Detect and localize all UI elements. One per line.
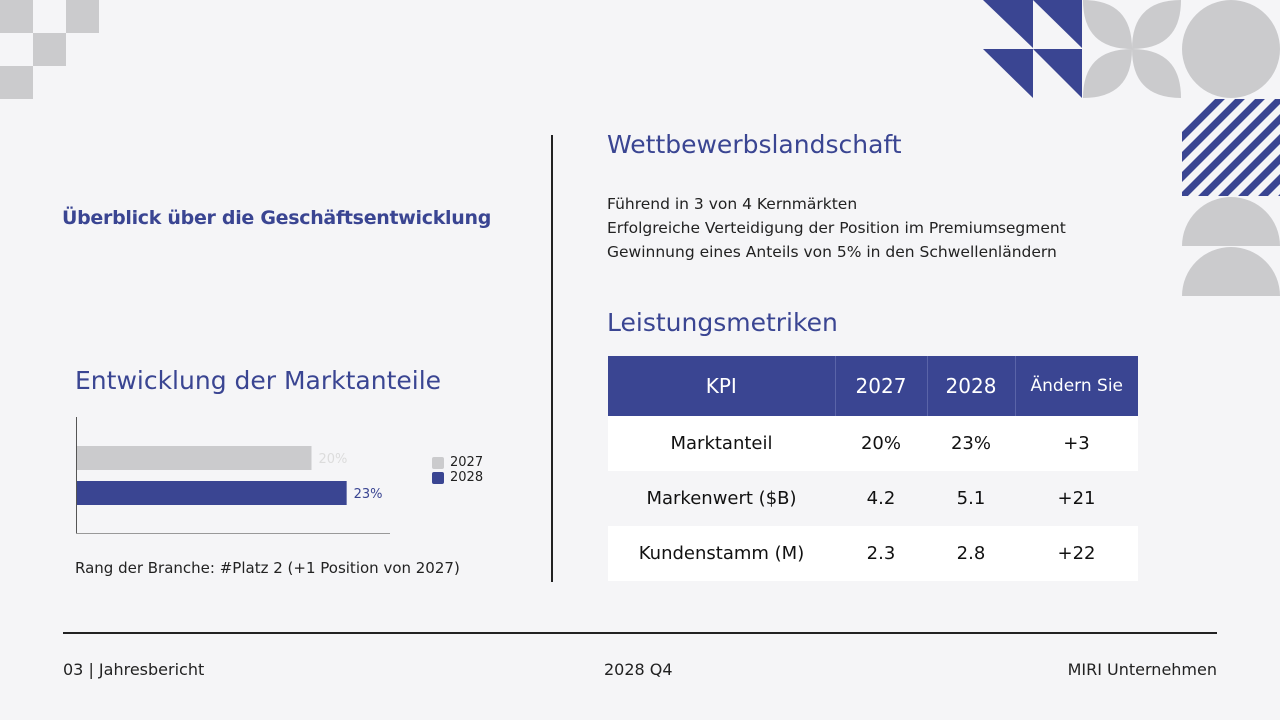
cell: 23% xyxy=(927,416,1015,471)
cell: Markenwert ($B) xyxy=(608,471,835,526)
legend-label: 2027 xyxy=(450,455,484,470)
table-row: Marktanteil 20% 23% +3 xyxy=(608,416,1138,471)
competition-text: Führend in 3 von 4 Kernmärkten Erfolgrei… xyxy=(607,192,1066,264)
competition-line: Führend in 3 von 4 Kernmärkten xyxy=(607,195,858,213)
page-heading: Überblick über die Geschäftsentwicklung xyxy=(62,207,492,229)
chart-legend: 2027 2028 xyxy=(432,455,483,485)
cell: +3 xyxy=(1015,416,1138,471)
geometric-decoration xyxy=(983,0,1280,296)
legend-label: 2028 xyxy=(450,470,484,485)
table-header: KPI 2027 2028 Ändern Sie xyxy=(608,356,1138,416)
table-row: Kundenstamm (M) 2.3 2.8 +22 xyxy=(608,526,1138,581)
legend-item-2027: 2027 xyxy=(432,455,483,470)
competition-line: Erfolgreiche Verteidigung der Position i… xyxy=(607,219,1066,237)
cell: 4.2 xyxy=(835,471,927,526)
header-2027: 2027 xyxy=(835,356,928,416)
footer-divider xyxy=(63,632,1217,634)
header-change: Ändern Sie xyxy=(1015,356,1138,416)
table-row: Markenwert ($B) 4.2 5.1 +21 xyxy=(608,471,1138,526)
footer-right: MIRI Unternehmen xyxy=(1067,660,1217,679)
competition-line: Gewinnung eines Anteils von 5% in den Sc… xyxy=(607,243,1057,261)
competition-title: Wettbewerbslandschaft xyxy=(607,130,902,159)
cell: 2.3 xyxy=(835,526,927,581)
data-label: 20% xyxy=(318,452,347,467)
header-kpi: KPI xyxy=(608,356,836,416)
industry-rank: Rang der Branche: #Platz 2 (+1 Position … xyxy=(75,559,460,577)
bar-2027 xyxy=(77,446,312,470)
cell: 5.1 xyxy=(927,471,1015,526)
cell: 20% xyxy=(835,416,927,471)
bar-2028 xyxy=(77,481,347,505)
cell: +22 xyxy=(1015,526,1138,581)
cell: +21 xyxy=(1015,471,1138,526)
legend-item-2028: 2028 xyxy=(432,470,483,485)
legend-swatch xyxy=(432,471,444,484)
footer-left: 03 | Jahresbericht xyxy=(63,660,205,679)
market-title: Entwicklung der Marktanteile xyxy=(75,366,442,395)
divider xyxy=(551,135,553,582)
metrics-title: Leistungsmetriken xyxy=(607,308,838,337)
market-share-chart: 20% 23% xyxy=(76,417,390,534)
footer-center: 2028 Q4 xyxy=(604,660,673,679)
legend-swatch xyxy=(432,456,444,469)
metrics-table: KPI 2027 2028 Ändern Sie Marktanteil 20% 2… xyxy=(608,356,1138,581)
cell: Kundenstamm (M) xyxy=(608,526,835,581)
cell: Marktanteil xyxy=(608,416,835,471)
cell: 2.8 xyxy=(927,526,1015,581)
header-2028: 2028 xyxy=(927,356,1016,416)
data-label: 23% xyxy=(354,487,383,502)
